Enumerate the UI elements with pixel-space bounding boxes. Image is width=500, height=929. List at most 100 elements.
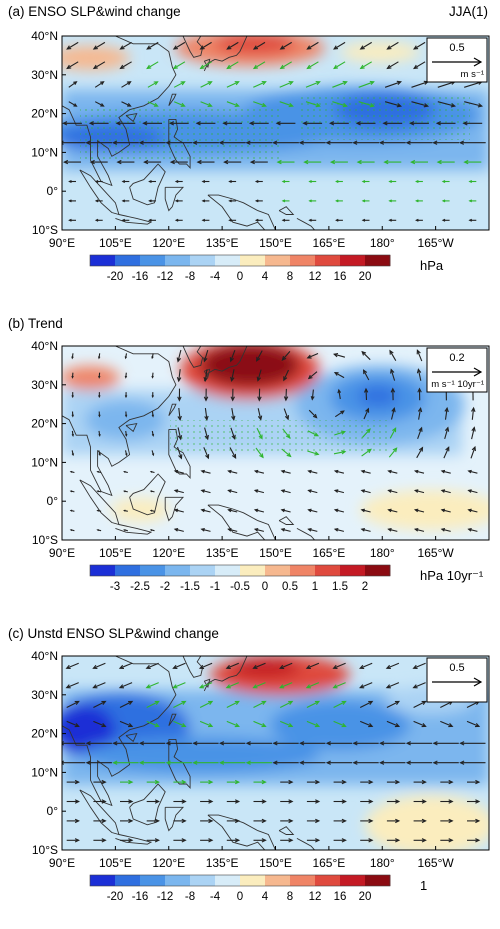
- wind-vector-head: [315, 779, 321, 785]
- wind-vector-head: [389, 349, 394, 355]
- lat-tick-label: 40°N: [31, 339, 58, 353]
- colorbar-label: 16: [334, 891, 347, 903]
- wind-vector: [279, 101, 293, 107]
- wind-vector-head: [459, 760, 465, 765]
- wind-vector-head: [359, 45, 365, 50]
- colorbar-segment: [190, 565, 216, 576]
- wind-vector: [388, 489, 398, 494]
- wind-vector-head: [305, 684, 311, 689]
- panel-b: (b) Trend 40°N 3: [0, 310, 500, 620]
- coastline: [203, 36, 248, 72]
- wind-vector-head: [128, 700, 134, 706]
- wind-vector-head: [230, 376, 235, 383]
- wind-vector: [228, 528, 238, 532]
- panel-title: (b) Trend: [8, 316, 63, 331]
- wind-vector-head: [299, 760, 305, 765]
- wind-vector: [257, 369, 262, 381]
- wind-vector-head: [127, 102, 132, 107]
- wind-vector-head: [154, 700, 160, 706]
- wind-vector-head: [390, 387, 396, 393]
- wind-vector-head: [71, 375, 74, 379]
- lat-tick-label: 0°: [47, 804, 59, 818]
- wind-vector-head: [126, 81, 132, 86]
- wind-vector: [334, 509, 345, 513]
- wind-vector-head: [341, 818, 347, 824]
- wind-vector: [253, 662, 266, 669]
- wind-vector-head: [231, 415, 236, 421]
- colorbar-segment: [215, 565, 241, 576]
- wind-vector-head: [74, 799, 80, 804]
- wind-vector-head: [74, 723, 80, 728]
- wind-vector-head: [68, 180, 72, 183]
- wind-vector-head: [459, 741, 465, 746]
- wind-vector-head: [298, 140, 304, 145]
- wind-vector-head: [361, 350, 367, 356]
- wind-vector: [334, 431, 345, 436]
- wind-vector-head: [149, 470, 153, 473]
- wind-vector-head: [444, 406, 449, 413]
- lon-tick-label: 120°E: [152, 546, 185, 560]
- lat-tick-label: 10°S: [32, 223, 58, 237]
- wind-vector-head: [138, 760, 145, 765]
- wind-vector-head: [413, 508, 419, 513]
- wind-vector: [360, 41, 372, 50]
- wind-vector-head: [146, 64, 152, 70]
- coastline: [207, 814, 276, 850]
- wind-vector: [333, 451, 346, 455]
- wind-vector: [390, 408, 395, 420]
- wind-vector-head: [94, 180, 99, 183]
- lat-tick-label: 10°N: [31, 145, 58, 159]
- wind-vector: [253, 101, 266, 107]
- wind-vector: [203, 447, 209, 459]
- reference-vector-unit: m s⁻¹: [461, 69, 484, 80]
- wind-vector-head: [259, 453, 264, 459]
- wind-vector-head: [192, 760, 198, 765]
- wind-vector-head: [329, 159, 336, 165]
- wind-vector: [200, 101, 212, 107]
- wind-vector: [358, 81, 374, 88]
- wind-vector: [66, 662, 79, 669]
- wind-vector: [468, 528, 478, 532]
- wind-vector: [437, 101, 455, 107]
- wind-vector-head: [325, 140, 331, 145]
- wind-vector: [253, 682, 266, 689]
- wind-vector-head: [315, 102, 321, 108]
- coastline: [168, 93, 177, 107]
- wind-vector-head: [226, 45, 232, 50]
- wind-vector: [199, 682, 213, 689]
- wind-vector-head: [276, 159, 282, 165]
- wind-vector-head: [73, 81, 78, 85]
- lon-tick-label: 165°E: [312, 546, 345, 560]
- wind-vector: [173, 61, 186, 69]
- wind-vector-head: [92, 684, 98, 689]
- wind-vector: [256, 350, 263, 362]
- wind-vector-head: [361, 218, 366, 222]
- wind-vector: [440, 720, 453, 727]
- wind-vector-head: [128, 838, 134, 843]
- wind-vector: [174, 528, 184, 532]
- colorbar-label: -12: [157, 271, 174, 283]
- colorbar-segment: [115, 875, 141, 886]
- wind-vector-head: [231, 434, 236, 440]
- wind-vector-head: [118, 684, 125, 689]
- wind-vector-head: [284, 415, 290, 421]
- wind-vector-head: [310, 396, 315, 401]
- colorbar-unit: 1: [420, 878, 427, 893]
- wind-vector-head: [385, 664, 391, 669]
- wind-vector: [359, 662, 373, 669]
- map-plot: 40°N 30°N 20°N 10°N 0° 10°S90°E 105°E 120°E 135°…: [31, 339, 490, 593]
- wind-vector-head: [396, 103, 403, 108]
- coastline: [296, 838, 315, 850]
- wind-vector-head: [218, 140, 224, 145]
- coastline: [129, 163, 166, 206]
- wind-vector-head: [471, 406, 476, 412]
- wind-vector: [365, 388, 368, 401]
- wind-vector-head: [387, 489, 392, 493]
- wind-vector-head: [477, 103, 484, 108]
- wind-vector-head: [66, 64, 72, 70]
- wind-vector: [334, 410, 345, 418]
- lon-tick-label: 180°: [370, 856, 395, 870]
- wind-vector-head: [341, 838, 347, 843]
- wind-vector-head: [288, 102, 294, 108]
- wind-vector: [413, 682, 426, 689]
